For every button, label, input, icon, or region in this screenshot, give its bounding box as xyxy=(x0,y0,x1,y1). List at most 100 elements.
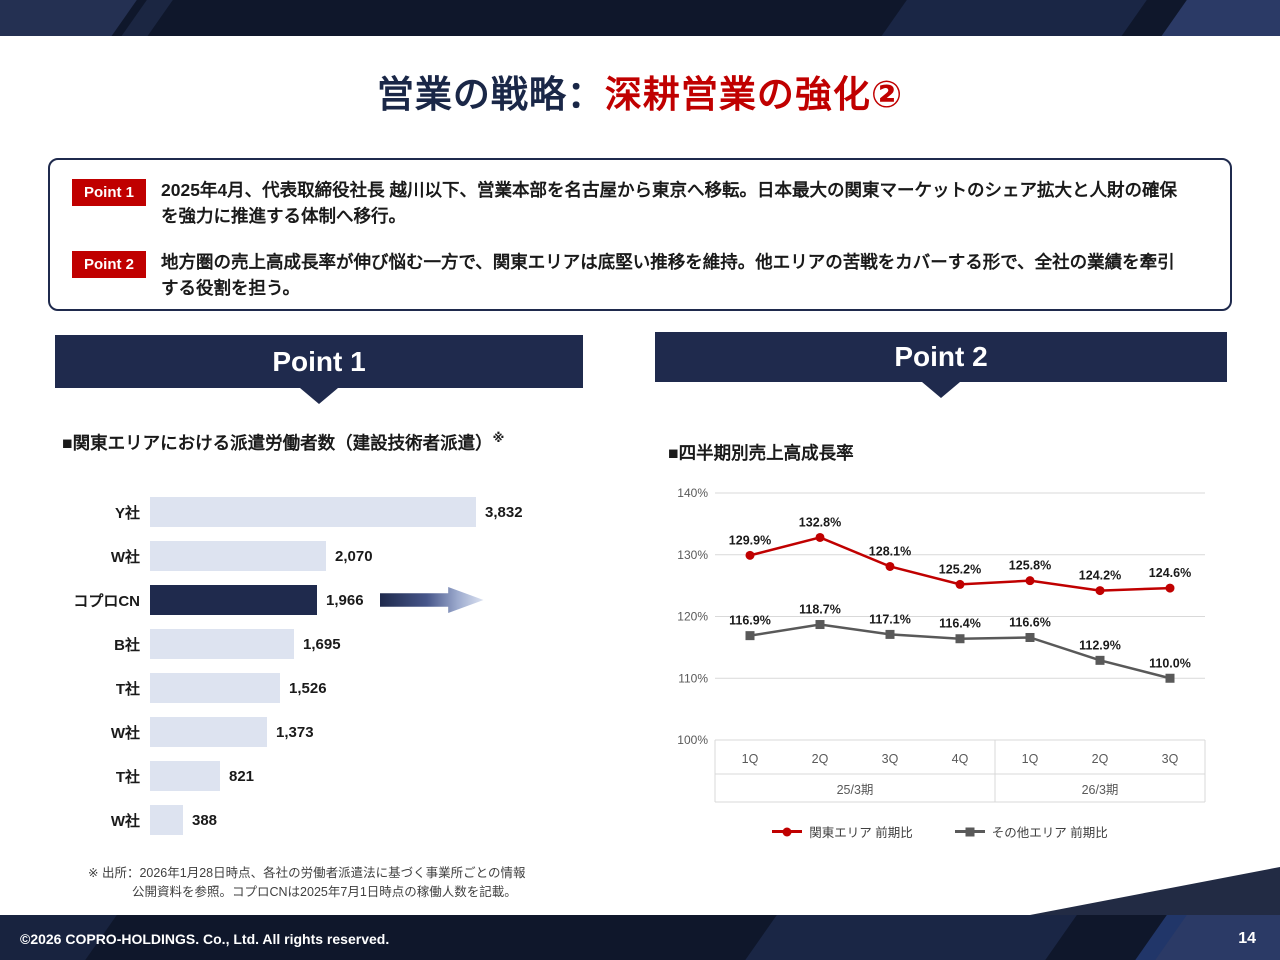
bar-value-label: 3,832 xyxy=(485,503,523,521)
svg-text:124.2%: 124.2% xyxy=(1079,569,1121,583)
svg-text:117.1%: 117.1% xyxy=(869,612,911,626)
bar-category-label: Y社 xyxy=(114,504,140,522)
bar-category-label: W社 xyxy=(110,548,140,566)
growth-arrow-icon xyxy=(379,587,484,613)
svg-text:129.9%: 129.9% xyxy=(729,533,771,547)
bar-category-label: B社 xyxy=(114,636,140,654)
legend-item-kanto: 関東エリア 前期比 xyxy=(772,822,913,841)
point2-badge: Point 2 xyxy=(72,250,146,278)
bar-category-label: W社 xyxy=(110,812,140,830)
corner-decoration xyxy=(1030,867,1280,915)
svg-text:124.6%: 124.6% xyxy=(1149,566,1191,580)
bar-chart-title: ■関東エリアにおける派遣労働者数（建設技術者派遣）※ xyxy=(62,430,504,455)
svg-text:116.4%: 116.4% xyxy=(939,617,981,631)
svg-text:125.8%: 125.8% xyxy=(1009,559,1051,573)
svg-text:26/3期: 26/3期 xyxy=(1082,783,1119,797)
footnote-marker: ※ xyxy=(492,431,505,446)
bar xyxy=(150,761,220,791)
legend-marker-kanto xyxy=(772,827,803,836)
bar-category-label: コプロCN xyxy=(73,592,140,610)
bar-track: 821 xyxy=(150,754,603,798)
bar-row: T社 1,526 xyxy=(58,666,603,710)
point1-section-banner: Point 1 xyxy=(55,335,583,388)
svg-text:110%: 110% xyxy=(678,671,708,685)
bar-row: W社 2,070 xyxy=(58,534,603,578)
source-footnote-line1: ※ 出所：2026年1月28日時点、各社の労働者派遣法に基づく事業所ごとの情報 xyxy=(88,866,526,880)
point2-text: 地方圏の売上高成長率が伸び悩む一方で、関東エリアは底堅い推移を維持。他エリアの苦… xyxy=(161,251,1175,298)
svg-text:132.8%: 132.8% xyxy=(799,515,841,529)
bar xyxy=(150,541,326,571)
bar-track: 3,832 xyxy=(150,490,603,534)
bar xyxy=(150,497,476,527)
bar-track: 388 xyxy=(150,798,603,842)
page-number: 14 xyxy=(1238,930,1256,947)
svg-text:1Q: 1Q xyxy=(742,752,759,766)
kanto-bar-chart: Y社 3,832 W社 2,070 コプロCN 1,966 B社 1,695 T社 1,526 W社… xyxy=(58,490,603,842)
decoration-shape xyxy=(868,0,1152,36)
bar-row: B社 1,695 xyxy=(58,622,603,666)
chart-legend: 関東エリア 前期比 その他エリア 前期比 xyxy=(660,822,1220,841)
footer-band xyxy=(0,915,1280,960)
bar-track: 1,695 xyxy=(150,622,603,666)
page-title-main: 営業の戦略： xyxy=(376,74,605,115)
bar-value-label: 388 xyxy=(192,811,218,829)
bar-row: コプロCN 1,966 xyxy=(58,578,603,622)
growth-line-chart: 140% 130% 120% 110% 100% 1Q 2Q 3Q 4Q 1Q 2Q 3Q 25/3期 2… xyxy=(660,478,1220,841)
decoration-shape xyxy=(1148,0,1280,36)
bar-value-label: 1,695 xyxy=(303,635,341,653)
svg-text:112.9%: 112.9% xyxy=(1079,638,1121,652)
bar-value-label: 821 xyxy=(229,767,255,785)
decoration-shape xyxy=(738,915,1082,960)
page-title: 営業の戦略：深耕営業の強化② xyxy=(0,64,1280,118)
top-decoration-band xyxy=(0,0,1280,36)
svg-text:120%: 120% xyxy=(677,610,708,624)
svg-text:116.6%: 116.6% xyxy=(1009,615,1051,629)
bar-value-label: 1,526 xyxy=(289,679,327,697)
bar-category-label: T社 xyxy=(115,680,140,698)
bar-value-label: 2,070 xyxy=(335,547,373,565)
bar xyxy=(150,629,294,659)
source-footnote-line2: 公開資料を参照。コプロCNは2025年7月1日時点の稼働人数を記載。 xyxy=(132,885,517,900)
page-title-accent: 深耕営業の強化② xyxy=(604,74,904,115)
svg-text:130%: 130% xyxy=(677,548,708,562)
decoration-shape xyxy=(0,0,142,36)
point-row-2: Point 2 地方圏の売上高成長率が伸び悩む一方で、関東エリアは底堅い推移を維… xyxy=(72,249,1208,302)
svg-text:1Q: 1Q xyxy=(1022,752,1039,766)
bar-track: 1,966 xyxy=(150,578,603,622)
bar-row: W社 1,373 xyxy=(58,710,603,754)
svg-text:140%: 140% xyxy=(677,486,708,500)
bar-value-label: 1,373 xyxy=(276,723,314,741)
bar xyxy=(150,805,183,835)
svg-text:4Q: 4Q xyxy=(952,752,969,766)
svg-text:3Q: 3Q xyxy=(1162,752,1179,766)
bar-row: T社 821 xyxy=(58,754,603,798)
svg-text:110.0%: 110.0% xyxy=(1149,656,1191,670)
point-row-1: Point 1 2025年4月、代表取締役社長 越川以下、営業本部を名古屋から東… xyxy=(72,177,1208,230)
point1-badge: Point 1 xyxy=(72,179,146,206)
svg-text:2Q: 2Q xyxy=(1092,752,1109,766)
bar-row: Y社 3,832 xyxy=(58,490,603,534)
svg-text:125.2%: 125.2% xyxy=(939,562,981,576)
bar xyxy=(150,717,267,747)
bar-track: 1,526 xyxy=(150,666,603,710)
svg-text:2Q: 2Q xyxy=(812,752,829,766)
svg-text:100%: 100% xyxy=(677,733,708,747)
point2-section-banner: Point 2 xyxy=(655,332,1227,382)
legend-marker-other xyxy=(954,827,985,836)
svg-text:118.7%: 118.7% xyxy=(799,603,841,617)
summary-points-box: Point 1 2025年4月、代表取締役社長 越川以下、営業本部を名古屋から東… xyxy=(48,158,1232,311)
growth-line-chart-svg: 140% 130% 120% 110% 100% 1Q 2Q 3Q 4Q 1Q 2Q 3Q 25/3期 2… xyxy=(677,486,1206,803)
svg-text:3Q: 3Q xyxy=(882,752,899,766)
svg-text:25/3期: 25/3期 xyxy=(837,783,874,797)
legend-label-kanto: 関東エリア 前期比 xyxy=(809,826,913,840)
svg-text:128.1%: 128.1% xyxy=(869,544,911,558)
legend-label-other: その他エリア 前期比 xyxy=(991,826,1108,840)
bar-category-label: W社 xyxy=(110,724,140,742)
svg-text:116.9%: 116.9% xyxy=(729,614,771,628)
bar-track: 2,070 xyxy=(150,534,603,578)
bar-track: 1,373 xyxy=(150,710,603,754)
line-chart-title: ■四半期別売上高成長率 xyxy=(668,443,854,463)
bar-value-label: 1,966 xyxy=(326,591,364,609)
copyright-text: ©2026 COPRO-HOLDINGS. Co., Ltd. All righ… xyxy=(20,931,390,947)
